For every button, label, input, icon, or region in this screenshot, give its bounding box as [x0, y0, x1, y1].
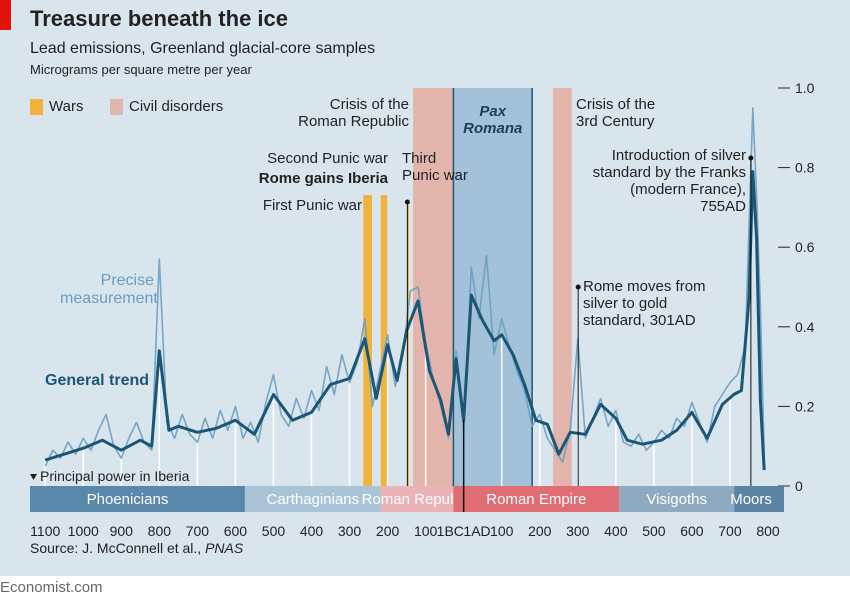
annotation: Rome moves from silver to gold standard,…: [583, 278, 706, 329]
x-tick-label: 300: [338, 523, 362, 539]
war-span: [380, 195, 388, 486]
iberia-era-label: Phoenicians: [87, 491, 169, 508]
y-tick-label: 0.2: [795, 398, 815, 414]
annotation: Third Punic war: [402, 150, 468, 184]
x-tick-label: 100: [490, 523, 514, 539]
x-tick-label: 1100: [30, 523, 60, 539]
source: Source: J. McConnell et al., PNAS: [30, 540, 243, 557]
iberia-era: [734, 486, 784, 512]
iberia-era-label: Roman Empire: [486, 491, 586, 508]
war-span: [363, 195, 372, 486]
annotation-dot: [404, 199, 410, 205]
x-tick-label: 400: [300, 523, 324, 539]
annotation: Introduction of silver standard by the F…: [592, 147, 746, 215]
annotation: Crisis of the 3rd Century: [576, 96, 656, 130]
annotation-dot: [748, 155, 754, 161]
annotation: First Punic war: [262, 197, 362, 214]
iberia-marker: [30, 474, 37, 480]
x-tick-label: 500: [262, 523, 286, 539]
x-tick-label: 100: [414, 523, 438, 539]
x-tick-label: 200: [528, 523, 552, 539]
source-text: Source: J. McConnell et al.,: [30, 540, 202, 556]
chart-title: Treasure beneath the ice: [30, 6, 288, 31]
civil-disorder-span: [553, 88, 572, 486]
footer: Economist.com: [0, 579, 103, 596]
legend-swatch: [30, 99, 43, 115]
y-tick-label: 0.4: [795, 319, 815, 335]
war-span: [406, 205, 409, 486]
x-tick-label: 1BC: [437, 523, 464, 539]
iberia-era: [30, 486, 245, 512]
y-axis-label: Micrograms per square metre per year: [30, 62, 252, 77]
source-journal: PNAS: [205, 540, 244, 556]
y-tick-label: 0: [795, 478, 803, 494]
x-tick-label: 1AD: [463, 523, 490, 539]
iberia-label: Principal power in Iberia: [40, 468, 190, 484]
legend-label: Civil disorders: [129, 98, 224, 115]
x-tick-label: 700: [186, 523, 210, 539]
iberia-era-label: Roman Republic: [362, 491, 473, 508]
iberia-era: [244, 486, 381, 512]
iberia-era: [453, 486, 620, 512]
iberia-era: [619, 486, 735, 512]
pax-romana-label: Pax Romana: [463, 103, 523, 137]
annotation-dot: [575, 284, 581, 290]
x-tick-label: 200: [376, 523, 400, 539]
pax-romana-span: [453, 88, 533, 486]
series-label: General trend: [45, 372, 150, 389]
legend-label: Wars: [49, 98, 84, 115]
trend-line: [44, 170, 766, 471]
footer-band: Economist.com: [0, 576, 850, 600]
brand-tag: [0, 0, 11, 30]
x-tick-label: 600: [680, 523, 704, 539]
annotation: Crisis of the Roman Republic: [298, 96, 409, 130]
annotation: Second Punic war: [267, 150, 388, 167]
x-tick-label: 300: [566, 523, 590, 539]
x-tick-label: 800: [756, 523, 780, 539]
x-tick-label: 600: [224, 523, 248, 539]
x-tick-label: 700: [718, 523, 742, 539]
subtitle: Lead emissions, Greenland glacial-core s…: [30, 40, 376, 57]
iberia-era: [380, 486, 454, 512]
iberia-era-label: Carthaginians: [267, 491, 360, 508]
iberia-era-label: Visigoths: [646, 491, 707, 508]
x-tick-label: 500: [642, 523, 666, 539]
y-tick-label: 0.8: [795, 160, 815, 176]
iberia-era-label: Moors: [730, 491, 772, 508]
x-tick-label: 1000: [68, 523, 99, 539]
series-label: Precise measurement: [60, 272, 158, 307]
x-tick-label: 900: [110, 523, 134, 539]
x-tick-label: 400: [604, 523, 628, 539]
annotation: Rome gains Iberia: [258, 170, 388, 187]
legend-swatch: [110, 99, 123, 115]
y-tick-label: 0.6: [795, 239, 815, 255]
x-tick-label: 800: [148, 523, 172, 539]
y-tick-label: 1.0: [795, 80, 815, 96]
